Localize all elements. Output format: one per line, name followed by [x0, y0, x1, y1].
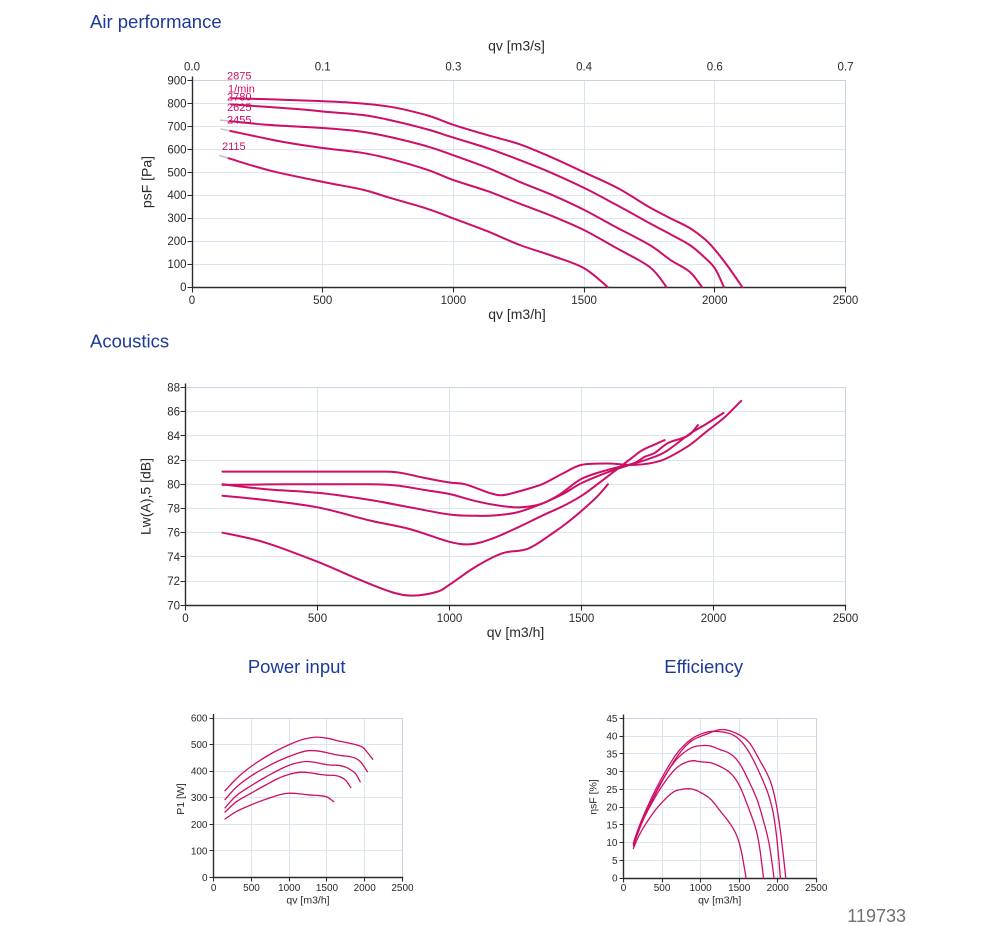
svg-text:2500: 2500 — [391, 883, 414, 894]
svg-text:25: 25 — [606, 785, 618, 796]
svg-text:0.3: 0.3 — [445, 62, 461, 74]
svg-text:300: 300 — [191, 793, 208, 804]
svg-text:500: 500 — [308, 613, 327, 625]
svg-text:2000: 2000 — [701, 613, 727, 625]
svg-text:2500: 2500 — [833, 295, 859, 307]
svg-text:qv [m3/h]: qv [m3/h] — [488, 306, 546, 322]
svg-text:30: 30 — [606, 767, 618, 778]
svg-text:Lw(A),5 [dB]: Lw(A),5 [dB] — [138, 458, 154, 535]
svg-text:Power input: Power input — [248, 656, 346, 677]
svg-text:2500: 2500 — [833, 613, 859, 625]
svg-text:0.1: 0.1 — [315, 62, 331, 74]
svg-text:0: 0 — [182, 613, 188, 625]
svg-text:qv [m3/h]: qv [m3/h] — [698, 895, 741, 907]
svg-text:0: 0 — [180, 282, 186, 294]
svg-text:15: 15 — [606, 821, 618, 832]
svg-text:500: 500 — [167, 167, 186, 179]
svg-text:500: 500 — [243, 883, 260, 894]
svg-text:ηsF [%]: ηsF [%] — [588, 779, 600, 815]
svg-text:qv [m3/h]: qv [m3/h] — [487, 624, 545, 640]
svg-text:psF [Pa]: psF [Pa] — [139, 156, 155, 208]
svg-text:0: 0 — [621, 883, 627, 894]
svg-text:0.0: 0.0 — [184, 62, 200, 74]
svg-text:0.7: 0.7 — [838, 62, 854, 74]
svg-text:1500: 1500 — [316, 883, 339, 894]
svg-text:74: 74 — [167, 552, 180, 564]
svg-text:2000: 2000 — [767, 883, 790, 894]
svg-text:119733: 119733 — [847, 906, 906, 926]
svg-text:qv [m3/s]: qv [m3/s] — [488, 38, 545, 54]
svg-text:20: 20 — [606, 803, 618, 814]
svg-text:1500: 1500 — [571, 295, 597, 307]
svg-text:40: 40 — [606, 732, 618, 743]
svg-text:70: 70 — [167, 600, 180, 612]
svg-text:88: 88 — [167, 383, 180, 395]
svg-text:80: 80 — [167, 479, 180, 491]
svg-text:1500: 1500 — [728, 883, 751, 894]
svg-text:200: 200 — [167, 236, 186, 248]
svg-text:Efficiency: Efficiency — [664, 656, 744, 677]
svg-text:300: 300 — [167, 213, 186, 225]
svg-text:400: 400 — [167, 190, 186, 202]
svg-text:2115: 2115 — [222, 141, 246, 153]
svg-text:400: 400 — [191, 767, 208, 778]
svg-text:84: 84 — [167, 431, 180, 443]
svg-text:600: 600 — [167, 144, 186, 156]
svg-text:700: 700 — [167, 121, 186, 133]
svg-text:1000: 1000 — [441, 295, 467, 307]
svg-text:35: 35 — [606, 750, 618, 761]
svg-text:72: 72 — [167, 576, 180, 588]
svg-text:0: 0 — [211, 883, 217, 894]
svg-text:2000: 2000 — [354, 883, 377, 894]
svg-text:10: 10 — [606, 838, 618, 849]
svg-text:86: 86 — [167, 407, 180, 419]
svg-text:2455: 2455 — [227, 115, 251, 127]
svg-text:100: 100 — [167, 259, 186, 271]
svg-text:600: 600 — [191, 714, 208, 725]
svg-text:100: 100 — [191, 846, 208, 857]
svg-text:1/min: 1/min — [228, 84, 255, 96]
svg-text:0.4: 0.4 — [576, 62, 593, 74]
svg-text:45: 45 — [606, 714, 618, 725]
svg-text:1000: 1000 — [689, 883, 712, 894]
svg-text:800: 800 — [167, 98, 186, 110]
svg-text:78: 78 — [167, 504, 180, 516]
svg-text:500: 500 — [191, 740, 208, 751]
svg-text:500: 500 — [313, 295, 332, 307]
svg-text:82: 82 — [167, 455, 180, 467]
svg-text:900: 900 — [167, 76, 186, 88]
svg-text:2780: 2780 — [227, 92, 251, 104]
svg-text:0: 0 — [202, 873, 208, 884]
svg-text:0: 0 — [612, 874, 618, 885]
svg-text:2000: 2000 — [702, 295, 728, 307]
svg-text:qv [m3/h]: qv [m3/h] — [286, 895, 329, 907]
svg-text:5: 5 — [612, 856, 618, 867]
svg-text:200: 200 — [191, 820, 208, 831]
svg-text:1000: 1000 — [278, 883, 301, 894]
svg-text:1000: 1000 — [437, 613, 463, 625]
svg-text:Air performance: Air performance — [90, 11, 222, 32]
svg-text:2625: 2625 — [227, 102, 251, 114]
svg-text:2875: 2875 — [227, 71, 251, 83]
svg-text:0: 0 — [189, 295, 195, 307]
svg-text:Acoustics: Acoustics — [90, 331, 169, 352]
svg-text:0.6: 0.6 — [707, 62, 723, 74]
svg-text:500: 500 — [654, 883, 671, 894]
svg-text:2500: 2500 — [805, 883, 828, 894]
svg-text:76: 76 — [167, 528, 180, 540]
svg-text:P1 [W]: P1 [W] — [175, 783, 187, 815]
svg-text:1500: 1500 — [569, 613, 595, 625]
